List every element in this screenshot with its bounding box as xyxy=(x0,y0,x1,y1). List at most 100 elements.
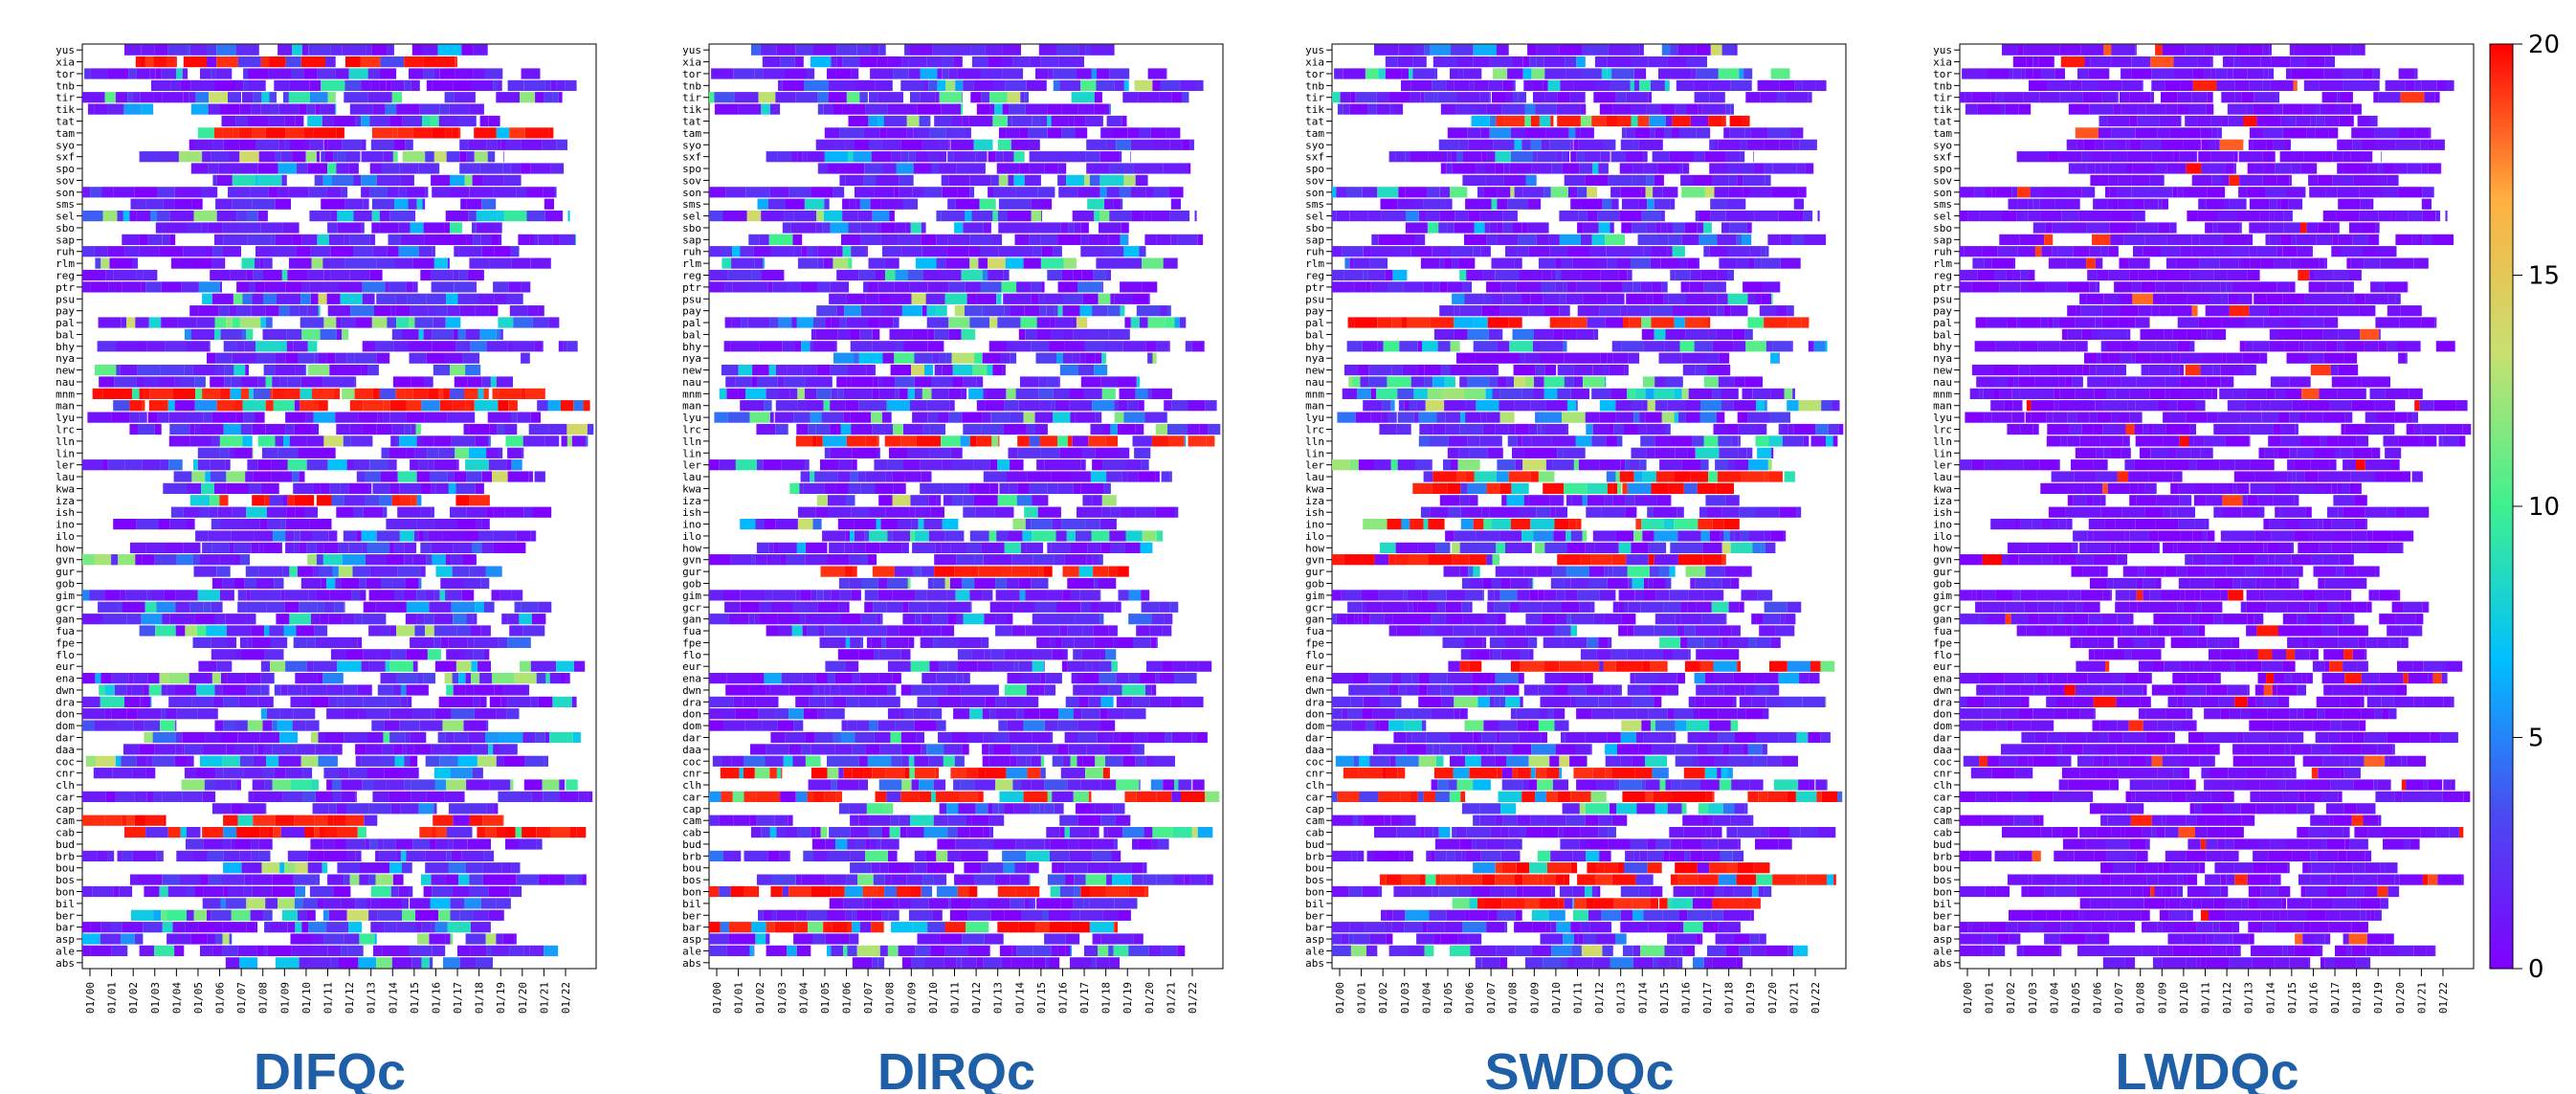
heatmap-cell xyxy=(174,400,195,412)
heatmap-cell xyxy=(309,139,323,150)
heatmap-cell xyxy=(344,874,350,885)
heatmap-cell xyxy=(1061,269,1074,281)
heatmap-cell xyxy=(894,352,915,364)
heatmap-cell xyxy=(235,720,248,731)
heatmap-cell xyxy=(1365,68,1379,79)
heatmap-cell xyxy=(435,827,447,838)
heatmap-cell xyxy=(263,542,282,553)
heatmap-cell xyxy=(286,506,296,518)
heatmap-cell xyxy=(992,79,1006,91)
heatmap-cell xyxy=(496,933,503,945)
heatmap-cell xyxy=(1631,103,1647,115)
heatmap-cell xyxy=(433,815,454,826)
heatmap-cell xyxy=(341,779,363,791)
heatmap-cell xyxy=(405,388,413,399)
heatmap-cell xyxy=(1750,127,1768,139)
heatmap-cell xyxy=(293,341,308,352)
heatmap-cell xyxy=(265,376,273,388)
heatmap-cell xyxy=(381,471,398,482)
heatmap-cell xyxy=(1009,103,1026,115)
heatmap-cell xyxy=(1009,482,1018,494)
heatmap-cell xyxy=(202,151,211,163)
heatmap-cell xyxy=(254,257,260,269)
heatmap-cell xyxy=(300,400,320,412)
heatmap-cell xyxy=(951,459,974,471)
heatmap-cell xyxy=(138,423,155,435)
heatmap-cell xyxy=(159,885,168,898)
heatmap-cell xyxy=(766,922,775,933)
heatmap-cell xyxy=(327,139,343,150)
heatmap-cell xyxy=(146,341,166,352)
heatmap-cell xyxy=(1055,898,1061,909)
heatmap-cell xyxy=(276,614,290,625)
heatmap-cell xyxy=(264,281,286,293)
heatmap-cell xyxy=(279,862,284,874)
heatmap-cell xyxy=(1100,542,1111,553)
heatmap-cell xyxy=(375,601,394,613)
heatmap-cell xyxy=(209,341,211,352)
heatmap-cell xyxy=(884,885,897,898)
heatmap-cell xyxy=(231,838,235,850)
heatmap-cell xyxy=(880,519,898,530)
heatmap-cell xyxy=(1080,885,1090,898)
heatmap-cell xyxy=(300,755,319,767)
heatmap-cell xyxy=(1573,139,1579,150)
heatmap-cell xyxy=(730,554,752,566)
heatmap-cell xyxy=(452,566,470,577)
heatmap-cell xyxy=(129,874,139,885)
heatmap-cell xyxy=(1523,79,1534,91)
heatmap-cell xyxy=(938,412,949,423)
heatmap-cell xyxy=(453,815,470,826)
heatmap-cell xyxy=(824,625,847,636)
heatmap-cell xyxy=(241,376,258,388)
heatmap-cell xyxy=(450,506,467,518)
heatmap-cell xyxy=(1566,68,1582,79)
heatmap-cell xyxy=(311,423,320,435)
heatmap-cell xyxy=(306,435,324,447)
heatmap-cell xyxy=(1057,720,1078,731)
heatmap-cell xyxy=(275,352,286,364)
heatmap-cell xyxy=(228,885,244,898)
heatmap-cell xyxy=(132,768,146,779)
heatmap-cell xyxy=(517,412,531,423)
heatmap-cell xyxy=(1049,625,1060,636)
heatmap-cell xyxy=(930,945,945,956)
heatmap-cell xyxy=(1693,151,1705,163)
heatmap-cell xyxy=(341,317,356,328)
heatmap-cell xyxy=(1456,103,1477,115)
heatmap-cell xyxy=(260,708,267,720)
station-label: syo xyxy=(56,139,75,151)
heatmap-cell xyxy=(144,376,159,388)
heatmap-cell xyxy=(404,542,417,553)
heatmap-cell xyxy=(117,281,122,293)
heatmap-cell xyxy=(337,151,347,163)
heatmap-cell xyxy=(973,459,990,471)
heatmap-cell xyxy=(219,281,222,293)
heatmap-cell xyxy=(1477,103,1487,115)
heatmap-cell xyxy=(180,376,194,388)
heatmap-cell xyxy=(270,103,279,115)
heatmap-cell xyxy=(544,92,553,103)
heatmap-cell xyxy=(1133,293,1149,304)
heatmap-cell xyxy=(850,341,873,352)
heatmap-cell xyxy=(430,957,433,969)
heatmap-cell xyxy=(223,827,237,838)
heatmap-cell xyxy=(330,957,339,969)
heatmap-cell xyxy=(877,222,881,234)
heatmap-cell xyxy=(454,92,476,103)
heatmap-cell xyxy=(778,79,783,91)
heatmap-cell xyxy=(222,246,241,257)
heatmap-cell xyxy=(530,530,536,542)
heatmap-cell xyxy=(932,44,952,56)
heatmap-cell xyxy=(987,898,1010,909)
heatmap-cell xyxy=(843,388,855,399)
heatmap-cell xyxy=(1014,341,1032,352)
heatmap-cell xyxy=(1061,103,1078,115)
heatmap-cell xyxy=(345,376,355,388)
heatmap-cell xyxy=(1071,471,1091,482)
heatmap-cell xyxy=(1544,92,1558,103)
heatmap-cell xyxy=(852,922,860,933)
heatmap-cell xyxy=(451,554,463,566)
heatmap-cell xyxy=(836,305,845,317)
heatmap-cell xyxy=(1529,56,1537,68)
